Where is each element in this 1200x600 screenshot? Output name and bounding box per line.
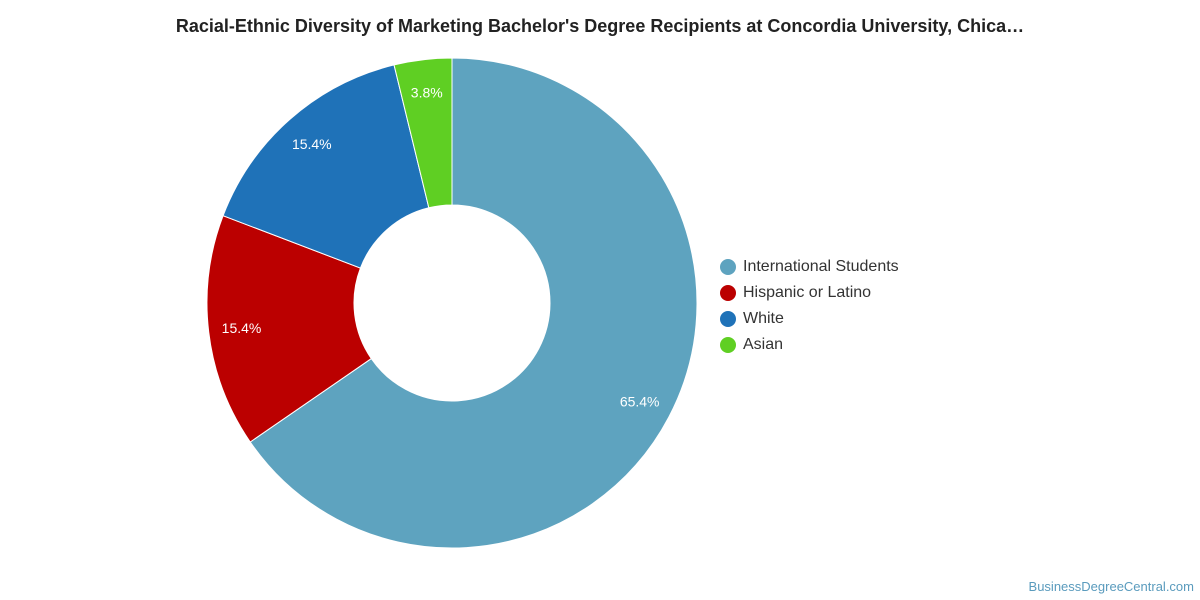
legend-item[interactable]: International Students [720,254,899,280]
legend-swatch [720,311,736,327]
slice-label: 3.8% [411,85,443,101]
legend-item[interactable]: White [720,306,899,332]
site-credit[interactable]: BusinessDegreeCentral.com [1028,579,1194,594]
slice-label: 15.4% [292,136,332,152]
legend-swatch [720,259,736,275]
legend-item[interactable]: Hispanic or Latino [720,280,899,306]
chart-title: Racial-Ethnic Diversity of Marketing Bac… [175,16,1025,36]
legend-swatch [720,285,736,301]
legend-label: International Students [743,258,899,275]
legend: International Students Hispanic or Latino… [720,254,899,358]
slice-white[interactable] [222,64,430,269]
legend-label: Hispanic or Latino [743,284,872,301]
slice-label: 65.4% [620,394,660,410]
legend-item[interactable]: Asian [720,332,899,358]
slice-label: 15.4% [222,320,262,336]
slice-asian[interactable] [393,57,453,209]
legend-swatch [720,337,736,353]
legend-label: White [743,310,784,327]
legend-label: Asian [743,336,784,353]
slice-hispanic-or-latino[interactable] [206,215,372,443]
slice-international-students[interactable] [249,57,698,549]
